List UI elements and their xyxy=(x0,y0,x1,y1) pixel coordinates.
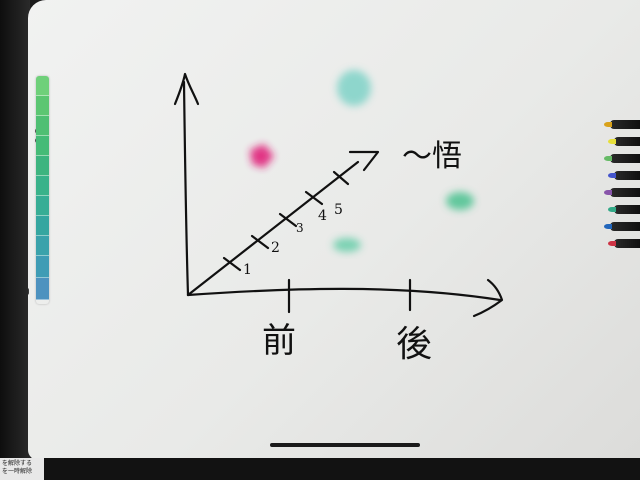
palette-swatch[interactable] xyxy=(36,136,49,156)
marker-pen[interactable] xyxy=(608,171,640,180)
marker-pen[interactable] xyxy=(604,222,640,231)
marker-tip-icon xyxy=(604,190,612,195)
palette-swatch[interactable] xyxy=(36,96,49,116)
marker-pen[interactable] xyxy=(604,188,640,197)
x-axis-arrow xyxy=(472,278,504,318)
x-tick-label-after: 後 xyxy=(396,324,432,365)
diagonal-tick xyxy=(222,256,242,272)
marker-tip-icon xyxy=(604,224,612,229)
gesture-hint: を解除する を一時解除 xyxy=(0,458,44,480)
diagonal-axis xyxy=(186,160,360,297)
palette-swatch[interactable] xyxy=(36,156,49,176)
sketch-drawing: 1 2 3 4 5 〜悟 前 後 xyxy=(173,70,504,365)
marker-tip-icon xyxy=(604,122,612,127)
lasso-icon[interactable] xyxy=(28,288,29,295)
x-axis xyxy=(186,287,502,302)
palette-swatch[interactable] xyxy=(36,278,49,300)
canvas-screen[interactable]: 1 2 3 4 5 〜悟 前 後 xyxy=(28,0,640,460)
pen-tray[interactable] xyxy=(604,120,640,300)
y-axis xyxy=(182,80,190,297)
palette-swatch[interactable] xyxy=(36,176,49,196)
marker-tip-icon xyxy=(608,207,616,212)
teal-blob xyxy=(337,70,371,106)
palette-swatch[interactable] xyxy=(36,256,49,278)
bottom-bezel xyxy=(0,458,640,480)
diagonal-tick xyxy=(304,190,324,206)
device-bezel xyxy=(0,0,30,460)
y-axis-arrow xyxy=(173,72,200,106)
marker-tip-icon xyxy=(608,173,616,178)
diagonal-tick xyxy=(278,212,298,228)
marker-tip-icon xyxy=(604,156,612,161)
marker-tip-icon xyxy=(608,241,616,246)
marker-pen[interactable] xyxy=(608,239,640,248)
marker-pen[interactable] xyxy=(608,205,640,214)
palette-swatch[interactable] xyxy=(36,116,49,136)
green-blob xyxy=(446,192,474,210)
diagonal-tick-label: 5 xyxy=(334,202,343,218)
diagonal-tick-label: 3 xyxy=(296,221,304,235)
mint-blob xyxy=(333,238,361,252)
palette-swatch[interactable] xyxy=(36,216,49,236)
marker-pen[interactable] xyxy=(608,137,640,146)
magenta-blob xyxy=(250,144,274,168)
diagonal-tick-label: 1 xyxy=(243,262,252,278)
diagonal-tick xyxy=(332,170,350,186)
x-tick-label-before: 前 xyxy=(262,321,296,361)
marker-pen[interactable] xyxy=(604,154,640,163)
color-palette[interactable] xyxy=(36,76,49,304)
marker-pen[interactable] xyxy=(604,120,640,129)
palette-swatch[interactable] xyxy=(36,196,49,216)
diagonal-tick xyxy=(250,234,270,250)
diagonal-end-label: 〜悟 xyxy=(402,139,462,174)
diagonal-tick-label: 2 xyxy=(271,240,280,256)
diagonal-axis-arrow xyxy=(348,150,380,172)
home-indicator[interactable] xyxy=(270,443,420,447)
palette-swatch[interactable] xyxy=(36,76,49,96)
palette-swatch[interactable] xyxy=(36,236,49,256)
gesture-hint-line2: を一時解除 xyxy=(2,468,33,475)
marker-tip-icon xyxy=(608,139,616,144)
diagonal-tick-label: 4 xyxy=(318,208,327,224)
gesture-hint-line1: を解除する xyxy=(2,460,33,467)
